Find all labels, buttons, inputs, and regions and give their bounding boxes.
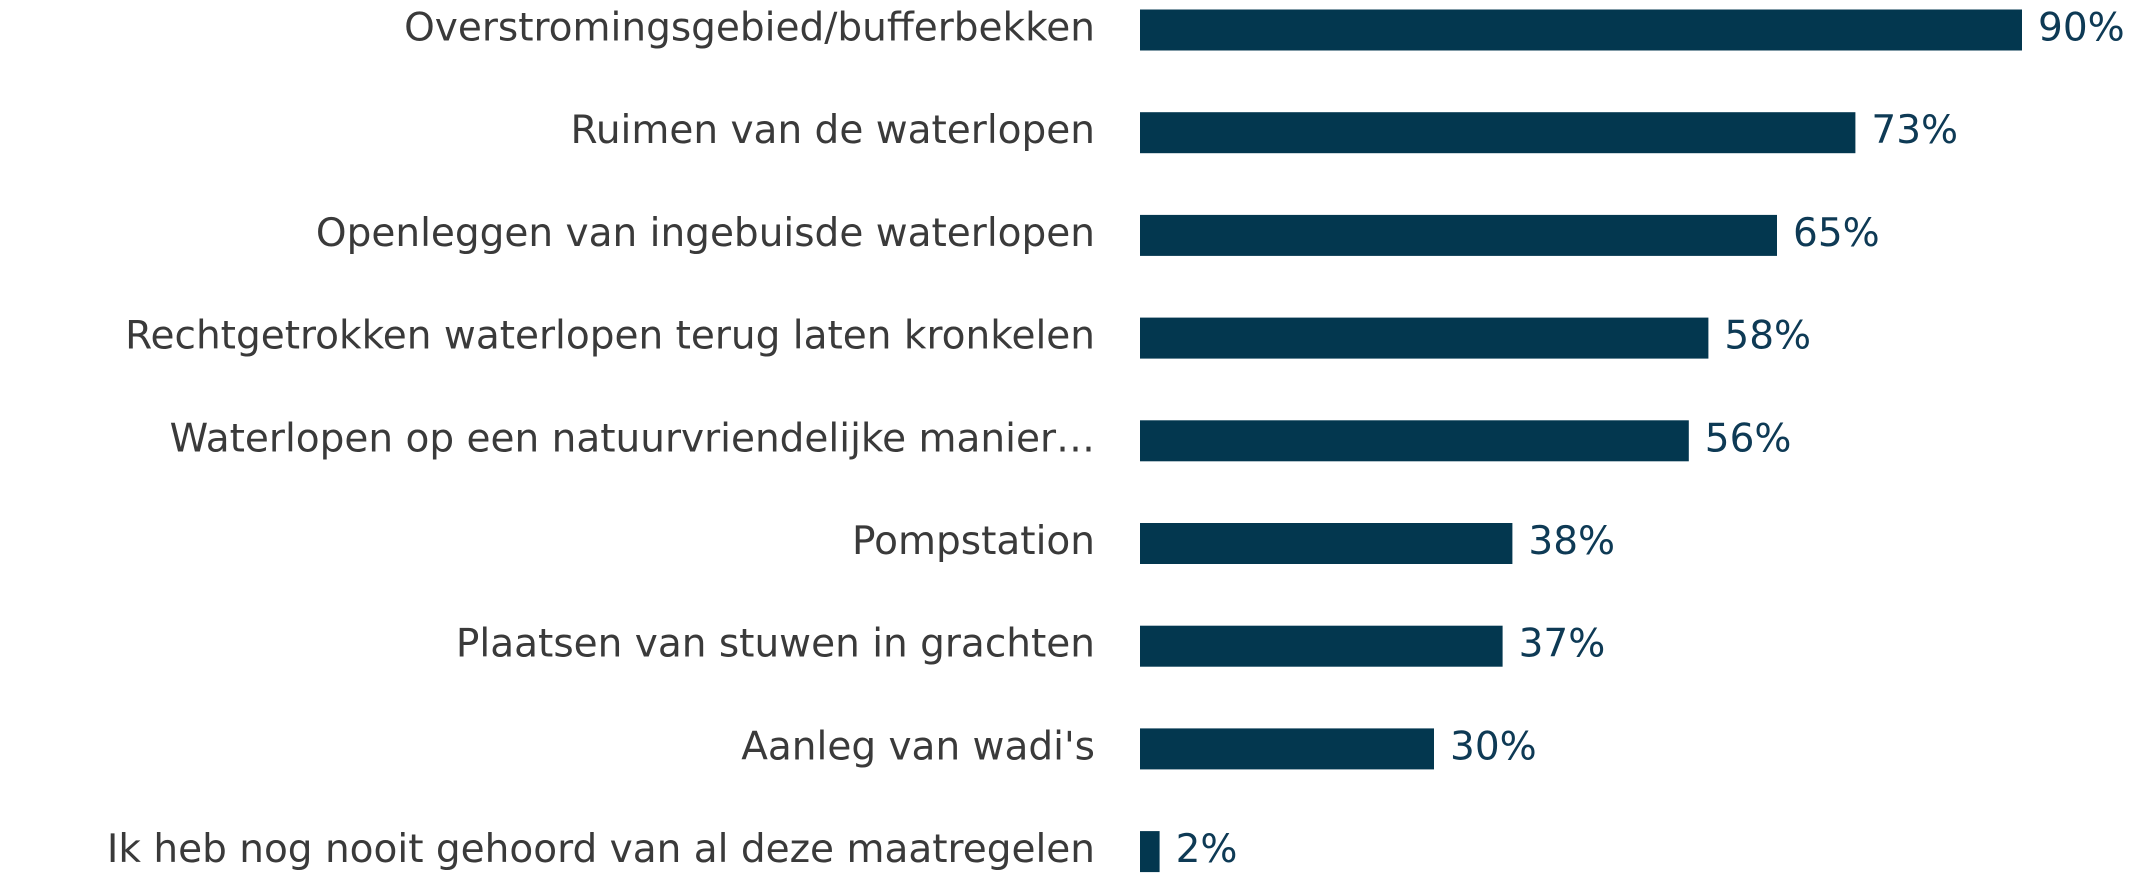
category-label: Overstromingsgebied/bufferbekken	[404, 6, 1095, 51]
bar	[1140, 9, 2022, 51]
value-label: 58%	[1724, 314, 1811, 359]
value-label: 90%	[2038, 6, 2125, 51]
bar	[1140, 420, 1689, 462]
category-label: Pompstation	[852, 519, 1095, 564]
bar	[1140, 523, 1513, 564]
value-label: 73%	[1871, 108, 1958, 153]
category-label: Openleggen van ingebuisde waterlopen	[316, 211, 1095, 256]
value-label: 2%	[1176, 827, 1238, 872]
bar	[1140, 214, 1777, 256]
category-label: Ruimen van de waterlopen	[570, 108, 1095, 153]
bar	[1140, 112, 1856, 154]
category-label: Waterlopen op een natuurvriendelijke man…	[170, 416, 1095, 461]
bar	[1140, 317, 1709, 359]
category-label: Plaatsen van stuwen in grachten	[456, 622, 1095, 667]
category-label: Ik heb nog nooit gehoord van al deze maa…	[107, 827, 1095, 872]
value-label: 56%	[1705, 416, 1792, 461]
category-label: Aanleg van wadi's	[741, 724, 1095, 769]
category-label: Rechtgetrokken waterlopen terug laten kr…	[125, 314, 1095, 359]
value-label: 38%	[1528, 519, 1615, 564]
value-label: 37%	[1519, 622, 1606, 667]
bar	[1140, 625, 1503, 667]
value-label: 30%	[1450, 724, 1537, 769]
bar	[1140, 728, 1434, 770]
bar	[1140, 831, 1160, 873]
value-label: 65%	[1793, 211, 1880, 256]
